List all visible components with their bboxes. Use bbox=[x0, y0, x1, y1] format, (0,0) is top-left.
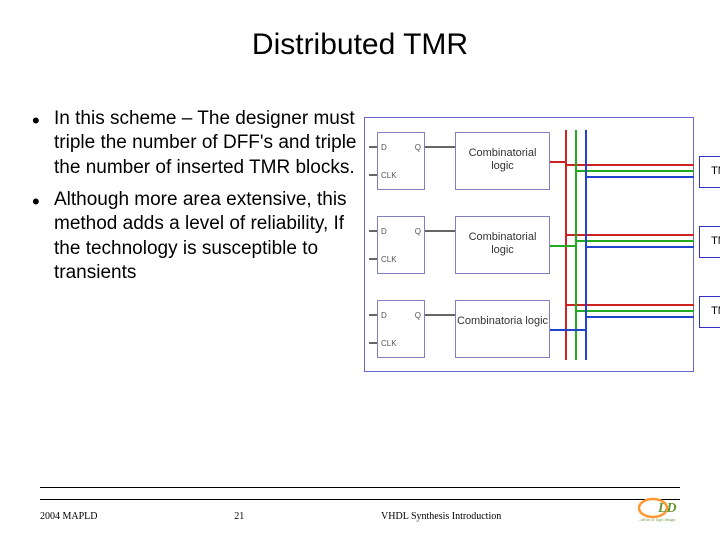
content-area: In this scheme – The designer must tripl… bbox=[0, 62, 720, 387]
wire bbox=[425, 314, 455, 316]
wire-tap bbox=[585, 246, 694, 248]
wire-tap bbox=[575, 240, 694, 242]
dff-input-d: D bbox=[381, 227, 387, 236]
wire-tap bbox=[575, 310, 694, 312]
dff-input-clk: CLK bbox=[381, 339, 397, 348]
dff-input-d: D bbox=[381, 311, 387, 320]
wire-stub bbox=[369, 174, 377, 176]
tmr-block: TMR bbox=[699, 156, 720, 188]
wire-bus bbox=[585, 130, 587, 360]
bullet-1: In this scheme – The designer must tripl… bbox=[30, 107, 360, 180]
bullet-2: Although more area extensive, this metho… bbox=[30, 188, 360, 285]
dff-block: D CLK Q bbox=[377, 300, 425, 358]
diagram-frame: D CLK Q Combinatorial logic D CLK Q Combinatori… bbox=[364, 117, 694, 372]
combinatorial-block: Combinatorial logic bbox=[455, 132, 550, 190]
dff-block: D CLK Q bbox=[377, 132, 425, 190]
footer: 2004 MAPLD 21 VHDL Synthesis Introductio… bbox=[40, 487, 680, 522]
dff-input-clk: CLK bbox=[381, 171, 397, 180]
wire-bus bbox=[575, 130, 577, 360]
wire-out bbox=[550, 161, 565, 163]
tmr-block: TMR bbox=[699, 226, 720, 258]
wire-out bbox=[550, 245, 575, 247]
dff-output-q: Q bbox=[415, 143, 421, 152]
wire-stub bbox=[369, 314, 377, 316]
dff-input-d: D bbox=[381, 143, 387, 152]
wire bbox=[425, 146, 455, 148]
wire-stub bbox=[369, 258, 377, 260]
tmr-block: TMR bbox=[699, 296, 720, 328]
footer-left: 2004 MAPLD bbox=[40, 511, 98, 522]
svg-text:LD: LD bbox=[657, 501, 677, 516]
dff-block: D CLK Q bbox=[377, 216, 425, 274]
diagram: D CLK Q Combinatorial logic D CLK Q Combinatori… bbox=[364, 107, 700, 387]
svg-text:...office of logic design: ...office of logic design bbox=[638, 517, 675, 522]
logo: LD ...office of logic design bbox=[638, 494, 680, 522]
dff-input-clk: CLK bbox=[381, 255, 397, 264]
wire-stub bbox=[369, 146, 377, 148]
wire-stub bbox=[369, 230, 377, 232]
combinatorial-block: Combinatorial logic bbox=[455, 216, 550, 274]
wire-tap bbox=[585, 316, 694, 318]
wire bbox=[425, 230, 455, 232]
combinatorial-block: Combinatoria logic bbox=[455, 300, 550, 358]
wire-stub bbox=[369, 342, 377, 344]
dff-output-q: Q bbox=[415, 227, 421, 236]
dff-output-q: Q bbox=[415, 311, 421, 320]
wire-out bbox=[550, 329, 585, 331]
footer-page-number: 21 bbox=[234, 511, 244, 522]
wire-tap bbox=[585, 176, 694, 178]
footer-right: VHDL Synthesis Introduction bbox=[381, 511, 501, 522]
bullet-list: In this scheme – The designer must tripl… bbox=[20, 107, 360, 387]
slide-title: Distributed TMR bbox=[0, 0, 720, 62]
wire-tap bbox=[575, 170, 694, 172]
